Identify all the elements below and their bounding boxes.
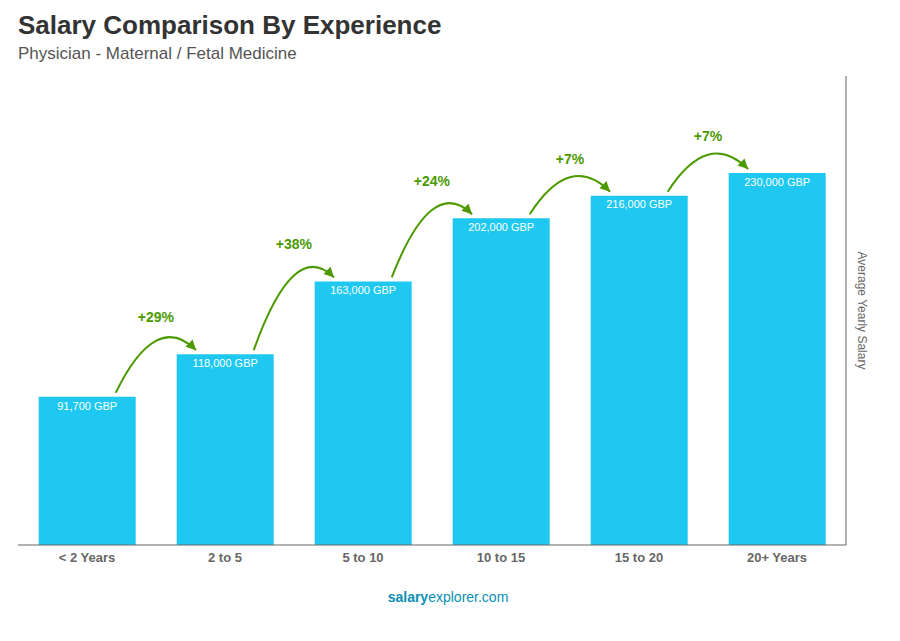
svg-text:20+ Years: 20+ Years	[747, 550, 807, 565]
svg-text:+29%: +29%	[138, 309, 175, 325]
svg-text:+24%: +24%	[414, 173, 451, 189]
svg-text:163,000 GBP: 163,000 GBP	[330, 284, 396, 296]
html-text:Physician - Maternal / Fetal M: Physician - Maternal / Fetal Medicine	[18, 44, 297, 63]
svg-text:5 to 10: 5 to 10	[342, 550, 383, 565]
svg-text:230,000 GBP: 230,000 GBP	[744, 176, 810, 188]
svg-text:< 2 Years: < 2 Years	[59, 550, 116, 565]
svg-text:202,000 GBP: 202,000 GBP	[468, 221, 534, 233]
svg-text:118,000 GBP: 118,000 GBP	[193, 357, 258, 369]
svg-text:15 to 20: 15 to 20	[615, 550, 663, 565]
svg-text:91,700 GBP: 91,700 GBP	[57, 400, 117, 412]
svg-text:+7%: +7%	[556, 151, 585, 167]
html-text:Salary Comparison By Experienc: Salary Comparison By Experience	[18, 10, 442, 40]
html-text:salary explorer.com: salary explorer.com	[387, 589, 509, 605]
svg-text:216,000 GBP: 216,000 GBP	[606, 198, 672, 210]
svg-text:Average Yearly Salary: Average Yearly Salary	[855, 252, 869, 370]
svg-text:+38%: +38%	[276, 236, 313, 252]
svg-text:10 to 15: 10 to 15	[477, 550, 525, 565]
svg-text:2 to 5: 2 to 5	[208, 550, 242, 565]
svg-text:+7%: +7%	[694, 128, 723, 144]
